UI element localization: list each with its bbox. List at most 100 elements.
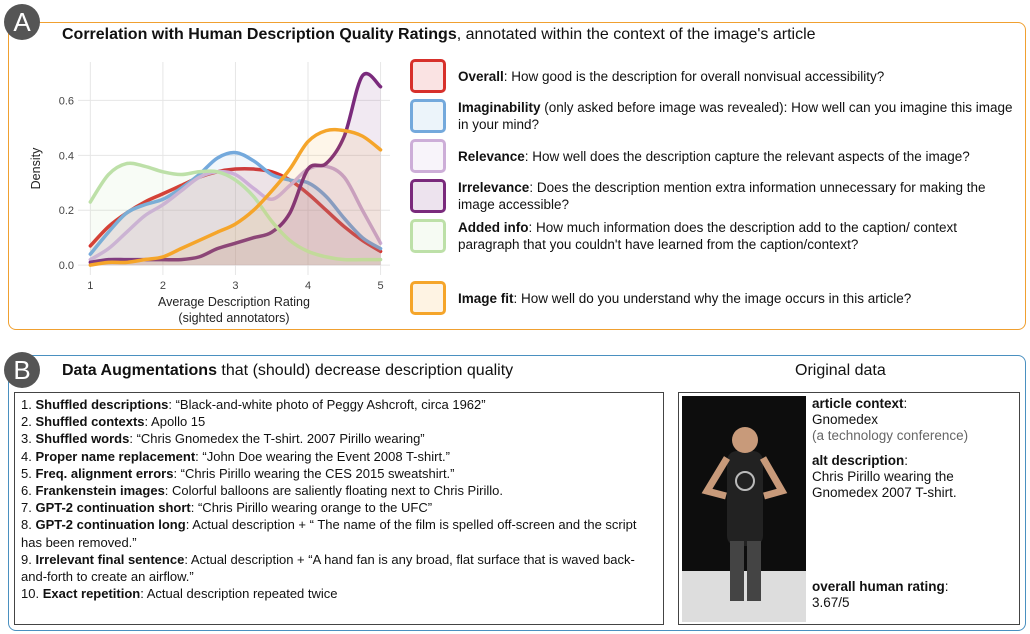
badge: A	[4, 4, 40, 40]
item-num: 2.	[21, 414, 32, 430]
list-item: 6. Frankenstein images: Colorful balloon…	[21, 482, 657, 499]
item-num: 9.	[21, 551, 32, 567]
label: article context	[812, 396, 904, 411]
legend-desc: : How much information does the descript…	[458, 220, 957, 252]
item-text: : “Chris Pirillo wearing orange to the U…	[190, 500, 433, 516]
item-term: Exact repetition	[42, 586, 141, 602]
y-tick-label: 0.4	[59, 150, 74, 162]
item-term: GPT-2 continuation long	[35, 517, 186, 533]
area	[90, 129, 381, 266]
x-axis-label: (sighted annotators)	[178, 311, 289, 325]
legend-term: Image fit	[458, 290, 514, 306]
context: Gnomedex	[812, 412, 879, 427]
legend-desc: : Does the description mention extra inf…	[458, 180, 986, 212]
x-tick-label: 1	[87, 280, 93, 292]
legend-text: Irrelevance: Does the description mentio…	[458, 179, 1022, 213]
legend-term: Overall	[458, 68, 504, 84]
item-term: Shuffled descriptions	[35, 397, 169, 412]
title-bold: Data Augmentations	[62, 362, 217, 379]
item-term: Frankenstein images	[35, 483, 165, 499]
item-term: Freq. alignment errors	[35, 465, 174, 481]
line	[88, 150, 383, 256]
item-num: 3.	[21, 431, 32, 447]
alt: Chris Pirillo wearing the Gnomedex 2007 …	[812, 469, 957, 500]
line	[88, 161, 383, 262]
item-term: Irrelevant final sentence	[35, 551, 185, 567]
item-num: 8.	[21, 517, 32, 533]
legend-item: Irrelevance: Does the description mentio…	[410, 177, 1022, 215]
item-num: 4.	[21, 448, 32, 464]
legend-swatch	[410, 179, 446, 213]
x-axis-label: Average Description Rating	[158, 295, 310, 309]
chart: 0.0 0.2 0.4 0.6 1 2 3 4 5 Average Description Rat…	[29, 62, 390, 325]
legend-swatch	[410, 59, 446, 93]
legend-term: Irrelevance	[458, 180, 530, 195]
legend-item: Imaginability (only asked before image w…	[410, 97, 1022, 135]
augmentation-list: 1. Shuffled descriptions: “Black-and-whi…	[14, 392, 664, 625]
x-tick-label: 5	[378, 280, 384, 292]
item-term: Shuffled contexts	[35, 414, 145, 430]
item-text: : Apollo 15	[144, 414, 206, 430]
list-item: 10. Exact repetition: Actual description…	[21, 585, 657, 602]
original-title: Original data	[795, 362, 886, 379]
legend-swatch	[410, 99, 446, 133]
x-tick-label: 2	[160, 280, 166, 292]
line	[88, 127, 383, 267]
legend-item: Overall: How good is the description for…	[410, 57, 1022, 95]
legend-item: Image fit: How well do you understand wh…	[410, 279, 1022, 317]
line	[88, 163, 383, 262]
list-item: 5. Freq. alignment errors: “Chris Pirill…	[21, 465, 657, 482]
original-box	[678, 392, 1020, 625]
y-tick-label: 0.0	[59, 260, 74, 272]
rating: 3.67/5	[812, 595, 850, 610]
y-axis-label: Density	[29, 147, 43, 189]
item-text: : Actual description repeated twice	[140, 586, 338, 602]
legend-term: Added info	[458, 220, 529, 235]
item-text: : “Black-and-white photo of Peggy Ashcro…	[168, 397, 486, 412]
panel-b	[8, 355, 1026, 631]
legend-text: Imaginability (only asked before image w…	[458, 99, 1022, 133]
legend-swatch	[410, 139, 446, 173]
legend-item: Relevance: How well does the description…	[410, 137, 1022, 175]
legend-desc: : How good is the description for overal…	[503, 68, 885, 84]
label: alt description	[812, 453, 905, 468]
legend-desc: (only asked before image was revealed): …	[458, 100, 1013, 132]
legend-text: Relevance: How well does the description…	[458, 148, 970, 165]
title-rest: , annotated within the context of the im…	[456, 26, 816, 43]
item-term: Shuffled words	[35, 431, 130, 447]
item-term: Proper name replacement	[35, 448, 196, 464]
legend-desc: : How well do you understand why the ima…	[513, 290, 912, 306]
legend-text: Image fit: How well do you understand wh…	[458, 290, 911, 307]
list-item: 7. GPT-2 continuation short: “Chris Piri…	[21, 499, 657, 516]
panel-title: Correlation with Human Description Quali…	[62, 26, 816, 44]
item-num: 5.	[21, 465, 32, 481]
y-tick-label: 0.6	[59, 95, 74, 107]
list-item: 1. Shuffled descriptions: “Black-and-whi…	[21, 396, 657, 413]
area	[90, 152, 381, 266]
item-text: : Actual description + “A hand fan is an…	[21, 551, 635, 585]
list-item: 3. Shuffled words: “Chris Gnomedex the T…	[21, 430, 657, 447]
item-num: 6.	[21, 483, 32, 499]
x-tick-label: 3	[232, 280, 238, 292]
item-text: : “Chris Pirillo wearing the CES 2015 sw…	[173, 465, 455, 481]
x-tick-label: 4	[305, 280, 311, 292]
badge: B	[4, 352, 40, 388]
area	[90, 165, 381, 266]
title-rest: that (should) decrease description quali…	[216, 362, 514, 379]
list-item: 4. Proper name replacement: “John Doe we…	[21, 448, 657, 465]
list-item: 9. Irrelevant final sentence: Actual des…	[21, 551, 657, 585]
context-note: (a technology conference)	[812, 428, 969, 443]
title-bold: Correlation with Human Description Quali…	[62, 26, 457, 43]
item-num: 7.	[21, 500, 32, 516]
legend-item: Added info: How much information does th…	[410, 217, 1022, 255]
original-text: article context: Gnomedex (a technology …	[812, 396, 1017, 611]
legend-swatch	[410, 281, 446, 315]
item-text: : Actual description + “ The name of the…	[21, 517, 637, 550]
item-text: : “Chris Gnomedex the T-shirt. 2007 Piri…	[129, 431, 425, 447]
y-tick-label: 0.2	[59, 205, 74, 217]
legend-desc: : How well does the description capture …	[524, 148, 970, 164]
item-term: GPT-2 continuation short	[35, 500, 191, 516]
item-num: 1.	[21, 397, 32, 412]
legend-text: Added info: How much information does th…	[458, 219, 1022, 253]
